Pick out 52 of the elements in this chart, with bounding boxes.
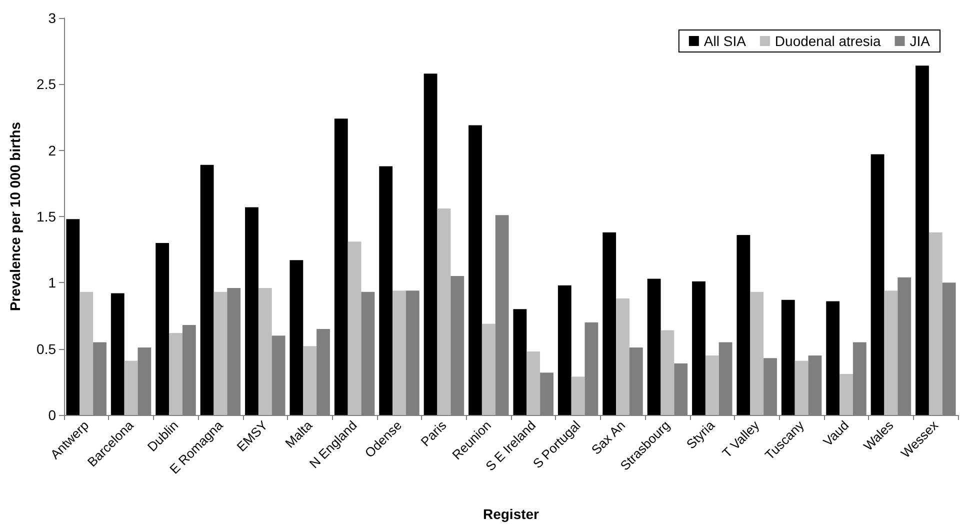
bar (781, 300, 795, 415)
bar (526, 351, 540, 415)
bar (348, 242, 362, 415)
bar (258, 288, 272, 415)
bar (379, 166, 393, 415)
bar (245, 207, 258, 415)
bar (647, 278, 661, 415)
bar (870, 154, 884, 415)
bar (392, 290, 406, 415)
y-axis-title: Prevalence per 10 000 births (7, 122, 23, 312)
y-tick-label: 1.5 (36, 208, 56, 224)
bar (660, 330, 674, 415)
legend-label: JIA (910, 33, 931, 49)
y-tick-label: 2 (48, 142, 56, 158)
bar (290, 260, 304, 415)
bar (437, 208, 451, 415)
legend-label: All SIA (704, 33, 747, 49)
bar (214, 292, 228, 415)
bar (916, 66, 929, 415)
bar (124, 360, 138, 415)
y-tick-label: 1 (48, 274, 56, 291)
legend-label: Duodenal atresia (774, 33, 881, 49)
bar (156, 242, 170, 415)
bar (200, 164, 214, 415)
y-tick-label: 3 (48, 10, 56, 26)
bar (750, 292, 764, 415)
bar (571, 376, 585, 415)
bar (169, 332, 182, 415)
bar (736, 235, 750, 415)
bar (794, 360, 808, 415)
bar (840, 374, 853, 415)
x-axis-title: Register (482, 506, 540, 522)
bar (303, 346, 317, 415)
bar (424, 74, 438, 415)
bar (602, 232, 616, 415)
y-tick-label: 0.5 (36, 340, 56, 357)
bar (705, 355, 719, 415)
bar (826, 301, 840, 415)
bar (110, 293, 124, 415)
bar (482, 324, 496, 415)
y-tick-label: 2.5 (36, 76, 56, 92)
bar (558, 285, 572, 415)
bar (334, 118, 348, 415)
bar (616, 298, 630, 415)
bar (692, 281, 706, 415)
bar (468, 125, 482, 415)
bar (80, 292, 94, 415)
bar (66, 219, 80, 415)
bar (928, 232, 942, 415)
y-tick-label: 0 (48, 407, 56, 423)
bar (513, 309, 527, 415)
bar (884, 290, 898, 415)
